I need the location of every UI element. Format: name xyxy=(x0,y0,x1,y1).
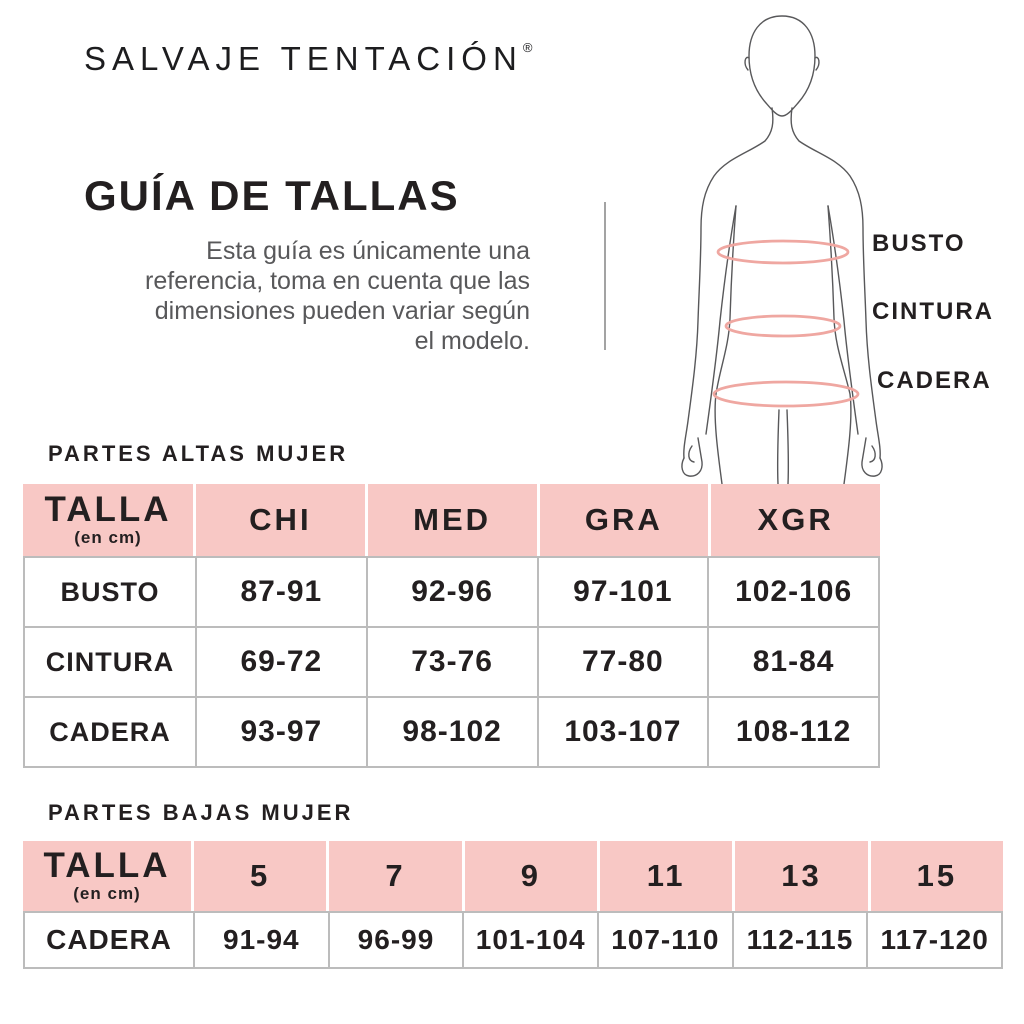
hip-label: CADERA xyxy=(877,367,992,394)
brand-name: SALVAJE TENTACIÓN xyxy=(84,40,523,77)
table-cell: 98-102 xyxy=(367,698,537,766)
bottoms-header-size: 7 xyxy=(329,841,462,911)
tops-table-body: BUSTO 87-91 92-96 97-101 102-106 CINTURA… xyxy=(23,556,880,768)
talla-units: (en cm) xyxy=(74,528,142,547)
page-title: GUÍA DE TALLAS xyxy=(84,172,460,219)
figure-ear-right xyxy=(814,56,820,71)
size-name: MED xyxy=(413,502,492,537)
talla-units: (en cm) xyxy=(73,884,141,903)
guide-description-line: dimensiones pueden variar según xyxy=(154,297,530,325)
table-cell: 107-110 xyxy=(599,913,732,967)
registered-trademark: ® xyxy=(522,40,533,55)
bottoms-header-talla-cell: TALLA (en cm) xyxy=(23,841,191,911)
figure-outline-left xyxy=(683,107,774,459)
bottoms-header-size: 5 xyxy=(194,841,327,911)
table-cell: 103-107 xyxy=(538,698,708,766)
figure-inner-leg-right xyxy=(786,409,790,485)
row-label: CADERA xyxy=(25,913,193,967)
tops-header-size: GRA xyxy=(539,484,709,556)
row-label: CADERA xyxy=(25,698,195,766)
bottoms-header-size: 11 xyxy=(599,841,733,911)
guide-description-line: el modelo. xyxy=(414,327,530,355)
waist-label: CINTURA xyxy=(872,298,994,325)
guide-description-line: Esta guía es únicamente una xyxy=(206,237,530,265)
size-name: 13 xyxy=(781,858,822,893)
size-name: 5 xyxy=(250,858,271,893)
table-cell: 69-72 xyxy=(197,628,366,696)
figure-thumb-right xyxy=(869,445,876,463)
size-name: 11 xyxy=(646,858,686,893)
waist-measure-line xyxy=(724,314,842,338)
table-cell: 87-91 xyxy=(197,558,366,626)
tops-header-size: MED xyxy=(367,484,537,556)
figure-hand-left xyxy=(681,437,703,477)
table-cell: 93-97 xyxy=(197,698,366,766)
table-cell: 108-112 xyxy=(709,698,878,766)
bottoms-header-size: 9 xyxy=(464,841,597,911)
table-cell: 81-84 xyxy=(709,628,878,696)
tops-header-size: CHI xyxy=(196,484,365,556)
body-figure-illustration xyxy=(681,15,883,485)
bottoms-header-size: 13 xyxy=(735,841,868,911)
brand-logo: SALVAJE TENTACIÓN® xyxy=(84,40,532,78)
talla-label: TALLA xyxy=(44,490,172,529)
table-cell: 77-80 xyxy=(538,628,708,696)
table-cell: 92-96 xyxy=(367,558,537,626)
size-name: 9 xyxy=(520,858,541,893)
tops-size-table: TALLA (en cm) CHI MED GRA XGR BUSTO 87-9… xyxy=(23,484,880,768)
tops-header-talla-cell: TALLA (en cm) xyxy=(23,484,193,556)
size-name: 7 xyxy=(385,858,406,893)
size-name: CHI xyxy=(249,502,312,537)
figure-ear-left xyxy=(744,56,750,71)
figure-head xyxy=(748,15,816,117)
figure-outline-right xyxy=(790,107,881,459)
talla-label: TALLA xyxy=(43,846,171,885)
bust-label: BUSTO xyxy=(872,230,966,257)
vertical-divider xyxy=(604,202,606,350)
bottoms-table-header: TALLA (en cm) 5 7 9 11 13 15 xyxy=(23,841,1003,911)
guide-description: Esta guía es únicamente una referencia, … xyxy=(60,236,530,356)
table-cell: 102-106 xyxy=(709,558,878,626)
figure-inner-leg-left xyxy=(776,409,780,485)
figure-inner-arm-left xyxy=(705,205,737,435)
size-name: GRA xyxy=(584,502,663,537)
tops-header-size: XGR xyxy=(711,484,880,556)
row-label: BUSTO xyxy=(25,558,195,626)
bottoms-header-size: 15 xyxy=(870,841,1003,911)
figure-hand-right xyxy=(861,437,883,477)
bottoms-size-table: TALLA (en cm) 5 7 9 11 13 15 CADERA 91-9… xyxy=(23,841,1003,969)
row-label: CINTURA xyxy=(25,628,195,696)
size-name: XGR xyxy=(757,502,834,537)
guide-description-line: referencia, toma en cuenta que las xyxy=(145,267,530,295)
figure-thumb-left xyxy=(688,445,695,463)
table-cell: 91-94 xyxy=(195,913,328,967)
table-cell: 112-115 xyxy=(733,913,867,967)
table-cell: 117-120 xyxy=(868,913,1001,967)
table-cell: 101-104 xyxy=(464,913,597,967)
size-name: 15 xyxy=(916,858,958,893)
table-cell: 97-101 xyxy=(538,558,708,626)
tops-table-header: TALLA (en cm) CHI MED GRA XGR xyxy=(23,484,880,556)
tops-section-title: PARTES ALTAS MUJER xyxy=(48,441,349,466)
bottoms-table-body: CADERA 91-94 96-99 101-104 107-110 112-1… xyxy=(23,911,1003,969)
table-cell: 73-76 xyxy=(367,628,537,696)
table-cell: 96-99 xyxy=(329,913,463,967)
bottoms-section-title: PARTES BAJAS MUJER xyxy=(48,800,354,825)
hip-measure-line xyxy=(712,380,860,408)
bust-measure-line xyxy=(716,239,850,265)
